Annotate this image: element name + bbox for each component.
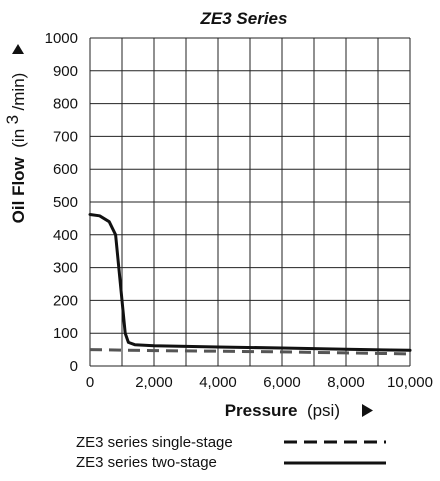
legend: ZE3 series single-stage ZE3 series two-s… xyxy=(76,434,386,471)
legend-label-two-stage: ZE3 series two-stage xyxy=(76,454,217,471)
y-axis-label-unit-sup: 3 xyxy=(3,115,22,124)
x-tick-label: 0 xyxy=(86,374,94,391)
series-line-two-stage xyxy=(88,213,412,352)
y-axis-label-main: Oil Flow xyxy=(9,156,28,223)
chart-title: ZE3 Series xyxy=(200,9,288,28)
series-layer xyxy=(88,213,412,356)
grid xyxy=(89,37,411,367)
y-tick-label: 700 xyxy=(53,128,78,145)
y-tick-label: 500 xyxy=(53,194,78,211)
y-tick-label: 1000 xyxy=(45,30,78,47)
x-tick-label: 6,000 xyxy=(263,374,301,391)
y-tick-label: 300 xyxy=(53,260,78,277)
y-tick-label: 800 xyxy=(53,96,78,113)
x-tick-label: 4,000 xyxy=(199,374,237,391)
legend-label-single-stage: ZE3 series single-stage xyxy=(76,434,233,451)
y-axis-label-unit-post: /min) xyxy=(9,73,28,111)
x-axis-label: Pressure (psi) xyxy=(225,401,340,420)
y-axis-arrow-icon xyxy=(12,44,24,54)
y-tick-label: 100 xyxy=(53,325,78,342)
y-axis-label-unit-pre: (in xyxy=(9,129,28,148)
x-axis-label-main: Pressure xyxy=(225,401,298,420)
x-tick-label: 2,000 xyxy=(135,374,173,391)
svg-text:Oil Flow (in 3: Oil Flow (in 3 /min) xyxy=(3,73,28,224)
x-axis-label-unit: (psi) xyxy=(307,401,340,420)
y-tick-labels: 0 100 200 300 400 500 600 700 800 900 1000 xyxy=(45,30,78,375)
x-axis-arrow-icon xyxy=(362,404,373,417)
x-tick-label: 10,000 xyxy=(387,374,433,391)
y-tick-label: 600 xyxy=(53,161,78,178)
y-tick-label: 200 xyxy=(53,292,78,309)
y-tick-label: 400 xyxy=(53,227,78,244)
y-axis-label: Oil Flow (in 3 /min) xyxy=(3,73,28,224)
y-tick-label: 900 xyxy=(53,63,78,80)
x-tick-label: 8,000 xyxy=(327,374,365,391)
series-line-single-stage xyxy=(89,348,411,356)
y-tick-label: 0 xyxy=(70,358,78,375)
x-tick-labels: 0 2,000 4,000 6,000 8,000 10,000 xyxy=(86,374,433,391)
